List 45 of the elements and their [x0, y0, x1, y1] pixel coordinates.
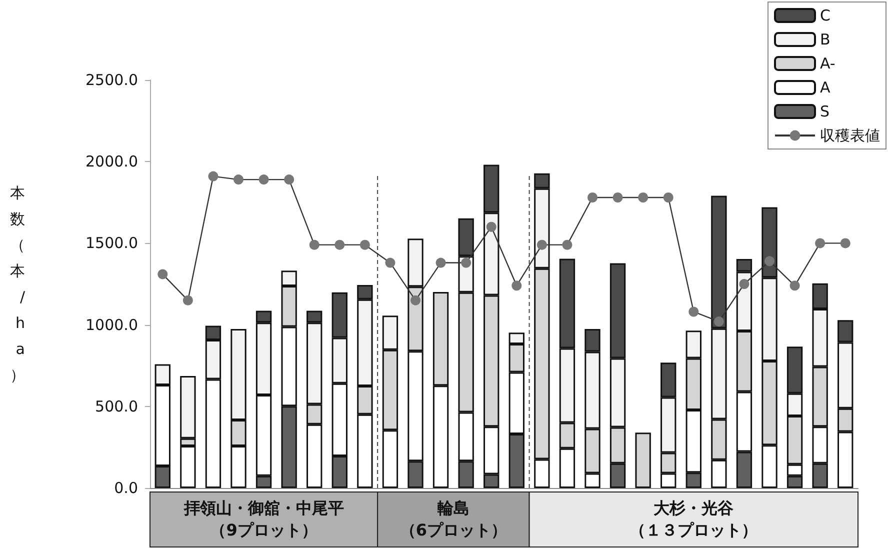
text: 大杉・光谷（１３プロット）	[630, 498, 758, 540]
point	[840, 238, 850, 248]
point	[790, 280, 800, 291]
y-tick-label: 1500.0	[86, 234, 138, 252]
point	[714, 316, 724, 327]
y-tick-label: 1000.0	[86, 316, 138, 334]
point	[739, 279, 750, 289]
point	[663, 192, 674, 202]
y-tick-label: 500.0	[95, 397, 138, 416]
legend-label: A	[820, 78, 831, 96]
point	[410, 295, 420, 306]
point	[461, 258, 472, 268]
text: 拝領山・御舘・中尾平（9プロット）	[182, 498, 344, 540]
point	[512, 280, 522, 291]
legend-label: S	[820, 102, 830, 120]
point	[688, 306, 699, 317]
point	[764, 256, 774, 266]
legend-label: A-	[820, 54, 836, 72]
y-tick-label: 2000.0	[86, 152, 138, 171]
point	[234, 174, 244, 185]
text: 輪島（6プロット）	[400, 498, 507, 540]
point	[536, 240, 547, 250]
y-tick-label: 0.0	[114, 479, 138, 497]
y-tick-label: 2500.0	[86, 71, 138, 89]
point	[258, 174, 269, 185]
point	[486, 222, 496, 232]
point	[815, 238, 826, 248]
point	[562, 240, 572, 250]
point	[309, 240, 320, 250]
y-axis-title: 本数（本/ha）	[10, 184, 26, 384]
point	[284, 174, 294, 185]
point	[182, 295, 193, 306]
point	[612, 192, 623, 202]
point	[158, 269, 168, 280]
point	[588, 192, 598, 202]
legend-label: B	[820, 30, 830, 48]
point	[334, 240, 345, 250]
legend-label: 収穫表値	[820, 126, 880, 144]
point	[436, 258, 446, 268]
point	[360, 240, 370, 250]
point	[385, 258, 396, 268]
bar	[635, 432, 651, 488]
point	[638, 192, 648, 202]
legend-label: C	[820, 6, 830, 24]
point	[208, 171, 218, 182]
